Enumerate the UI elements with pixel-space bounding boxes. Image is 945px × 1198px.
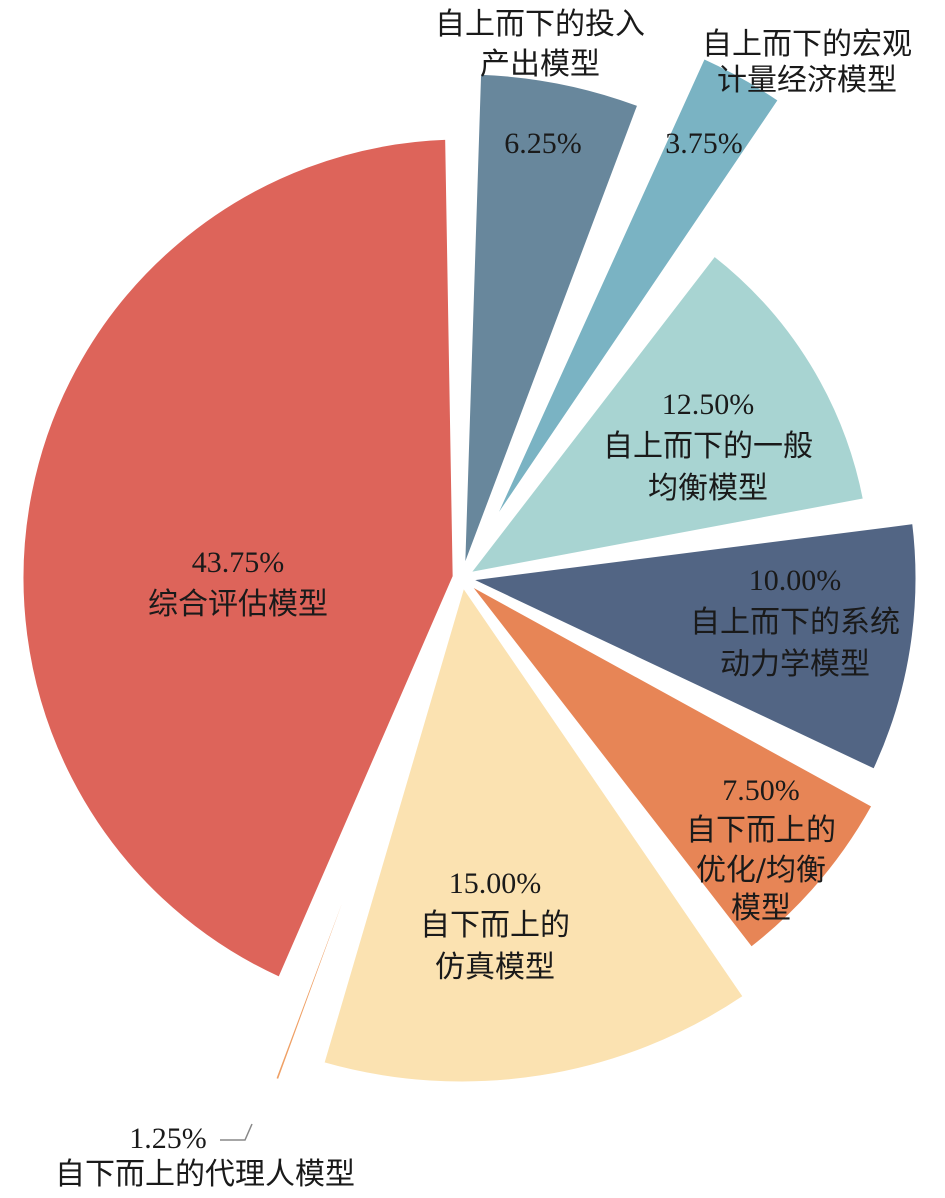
slice-category-label: 综合评估模型 xyxy=(148,587,328,622)
pie-slice-5 xyxy=(466,581,876,951)
slice-category-label: 均衡模型 xyxy=(648,471,768,506)
slice-percent-label: 7.50% xyxy=(722,774,800,807)
slice-category-label: 自上而下的宏观 xyxy=(702,27,912,62)
pie-slice-8 xyxy=(20,136,456,981)
pie-slice-2 xyxy=(488,55,782,529)
slice-category-label: 自上而下的投入 xyxy=(435,7,645,42)
slice-category-label: 自下而上的 xyxy=(686,813,836,848)
slice-category-label: 产出模型 xyxy=(480,47,600,82)
pie-slice-7 xyxy=(272,584,461,1083)
pie-slice-3 xyxy=(465,252,867,577)
pie-slice-4 xyxy=(464,520,919,773)
slice-percent-label: 1.25% xyxy=(129,1122,207,1155)
slice-percent-label: 15.00% xyxy=(449,867,542,900)
slice-category-label: 自下而上的 xyxy=(420,908,570,943)
pie-slice-1 xyxy=(462,71,641,571)
slice-percent-label: 6.25% xyxy=(504,127,582,160)
slice-category-label: 自下而上的代理人模型 xyxy=(55,1157,355,1192)
slice-category-label: 模型 xyxy=(731,891,791,926)
slice-category-label: 自上而下的系统 xyxy=(690,605,900,640)
pie-slice-6 xyxy=(320,582,747,1085)
slice-category-label: 仿真模型 xyxy=(435,950,555,985)
leader-line xyxy=(220,1123,253,1141)
slice-category-label: 动力学模型 xyxy=(720,647,870,682)
slice-percent-label: 43.75% xyxy=(192,546,285,579)
slice-percent-label: 12.50% xyxy=(662,388,755,421)
slice-category-label: 优化/均衡 xyxy=(696,853,826,888)
slice-percent-label: 10.00% xyxy=(749,564,842,597)
slice-percent-label: 3.75% xyxy=(665,127,743,160)
slice-category-label: 计量经济模型 xyxy=(717,63,897,98)
pie-slices xyxy=(20,55,919,1085)
slice-category-label: 自上而下的一般 xyxy=(603,429,813,464)
